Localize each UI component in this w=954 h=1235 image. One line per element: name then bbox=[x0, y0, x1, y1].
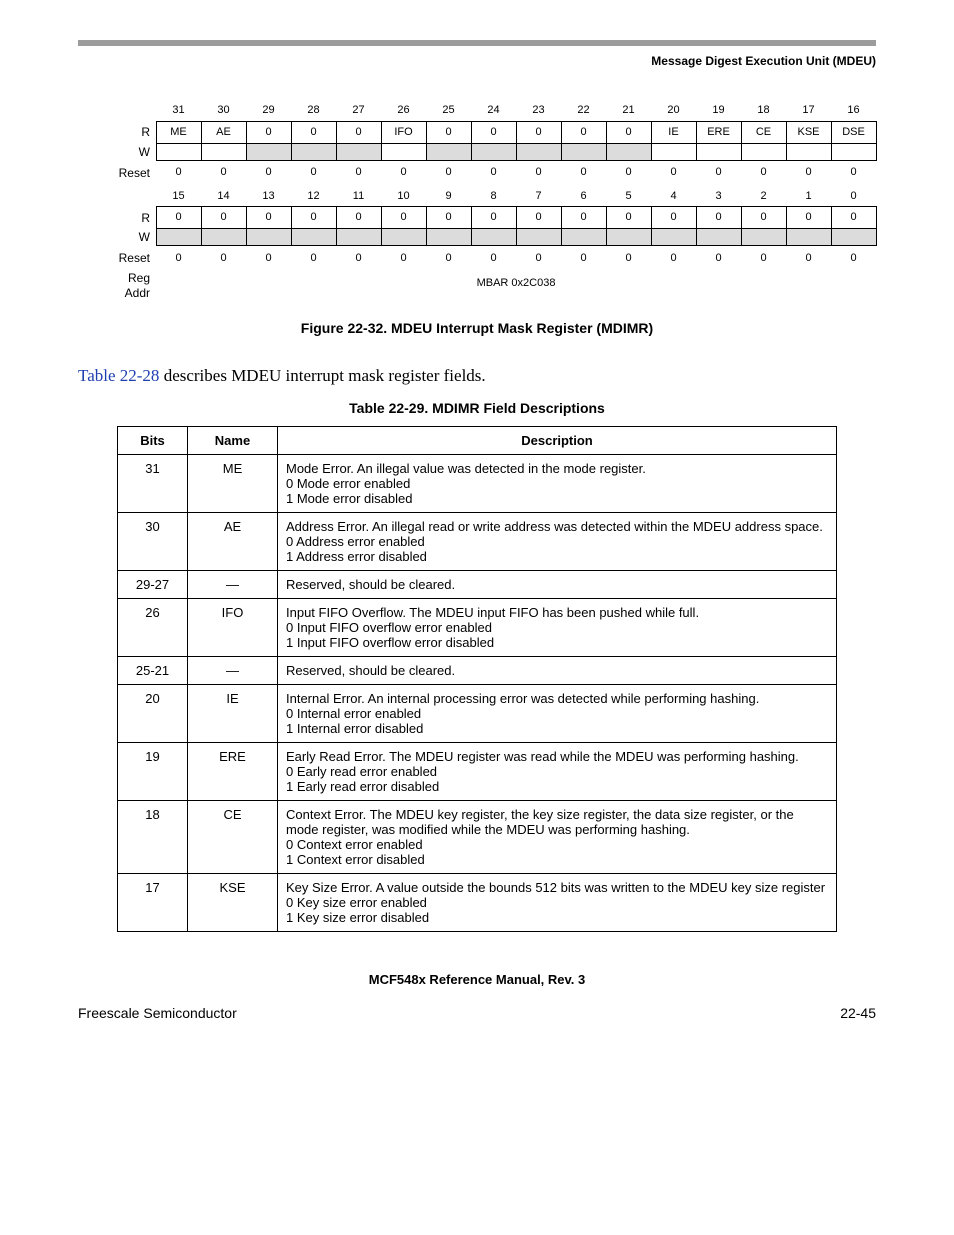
cell-bits: 20 bbox=[118, 684, 188, 742]
figure-caption: Figure 22-32. MDEU Interrupt Mask Regist… bbox=[78, 320, 876, 336]
table-row: 19EREEarly Read Error. The MDEU register… bbox=[118, 742, 837, 800]
footer-company: Freescale Semiconductor bbox=[78, 1005, 237, 1021]
table-caption: Table 22-29. MDIMR Field Descriptions bbox=[78, 400, 876, 416]
table-row: 31MEMode Error. An illegal value was det… bbox=[118, 454, 837, 512]
cell-name: ERE bbox=[188, 742, 278, 800]
table-header-row: Bits Name Description bbox=[118, 426, 837, 454]
cell-description: Early Read Error. The MDEU register was … bbox=[278, 742, 837, 800]
col-desc: Description bbox=[278, 426, 837, 454]
manual-title: MCF548x Reference Manual, Rev. 3 bbox=[78, 972, 876, 987]
cell-bits: 25-21 bbox=[118, 656, 188, 684]
footer-page: 22-45 bbox=[840, 1005, 876, 1021]
cell-description: Key Size Error. A value outside the boun… bbox=[278, 873, 837, 931]
cell-bits: 29-27 bbox=[118, 570, 188, 598]
table-row: 26IFOInput FIFO Overflow. The MDEU input… bbox=[118, 598, 837, 656]
table-row: 20IEInternal Error. An internal processi… bbox=[118, 684, 837, 742]
cell-description: Address Error. An illegal read or write … bbox=[278, 512, 837, 570]
cell-name: — bbox=[188, 570, 278, 598]
table-row: 17KSEKey Size Error. A value outside the… bbox=[118, 873, 837, 931]
cell-bits: 19 bbox=[118, 742, 188, 800]
cell-name: IE bbox=[188, 684, 278, 742]
cell-bits: 26 bbox=[118, 598, 188, 656]
register-bit-layout: 31302928272625242322212019181716RMEAE000… bbox=[78, 100, 876, 300]
cell-name: AE bbox=[188, 512, 278, 570]
cell-name: — bbox=[188, 656, 278, 684]
field-description-table: Bits Name Description 31MEMode Error. An… bbox=[117, 426, 837, 932]
col-bits: Bits bbox=[118, 426, 188, 454]
cell-bits: 17 bbox=[118, 873, 188, 931]
section-header: Message Digest Execution Unit (MDEU) bbox=[78, 54, 876, 68]
cell-description: Internal Error. An internal processing e… bbox=[278, 684, 837, 742]
table-row: 30AEAddress Error. An illegal read or wr… bbox=[118, 512, 837, 570]
cell-name: KSE bbox=[188, 873, 278, 931]
cell-description: Input FIFO Overflow. The MDEU input FIFO… bbox=[278, 598, 837, 656]
cell-name: IFO bbox=[188, 598, 278, 656]
table-row: 18CEContext Error. The MDEU key register… bbox=[118, 800, 837, 873]
cell-description: Reserved, should be cleared. bbox=[278, 570, 837, 598]
header-rule bbox=[78, 40, 876, 46]
cell-bits: 18 bbox=[118, 800, 188, 873]
cell-description: Context Error. The MDEU key register, th… bbox=[278, 800, 837, 873]
cell-name: ME bbox=[188, 454, 278, 512]
body-paragraph: Table 22-28 describes MDEU interrupt mas… bbox=[78, 366, 876, 386]
table-row: 25-21—Reserved, should be cleared. bbox=[118, 656, 837, 684]
page: Message Digest Execution Unit (MDEU) 313… bbox=[0, 0, 954, 1051]
cell-description: Reserved, should be cleared. bbox=[278, 656, 837, 684]
table-ref-link[interactable]: Table 22-28 bbox=[78, 366, 159, 385]
table-row: 29-27—Reserved, should be cleared. bbox=[118, 570, 837, 598]
page-footer: Freescale Semiconductor 22-45 bbox=[78, 1005, 876, 1021]
cell-description: Mode Error. An illegal value was detecte… bbox=[278, 454, 837, 512]
cell-name: CE bbox=[188, 800, 278, 873]
register-address: MBAR 0x2C038 bbox=[156, 271, 876, 300]
cell-bits: 30 bbox=[118, 512, 188, 570]
col-name: Name bbox=[188, 426, 278, 454]
cell-bits: 31 bbox=[118, 454, 188, 512]
body-rest: describes MDEU interrupt mask register f… bbox=[159, 366, 485, 385]
